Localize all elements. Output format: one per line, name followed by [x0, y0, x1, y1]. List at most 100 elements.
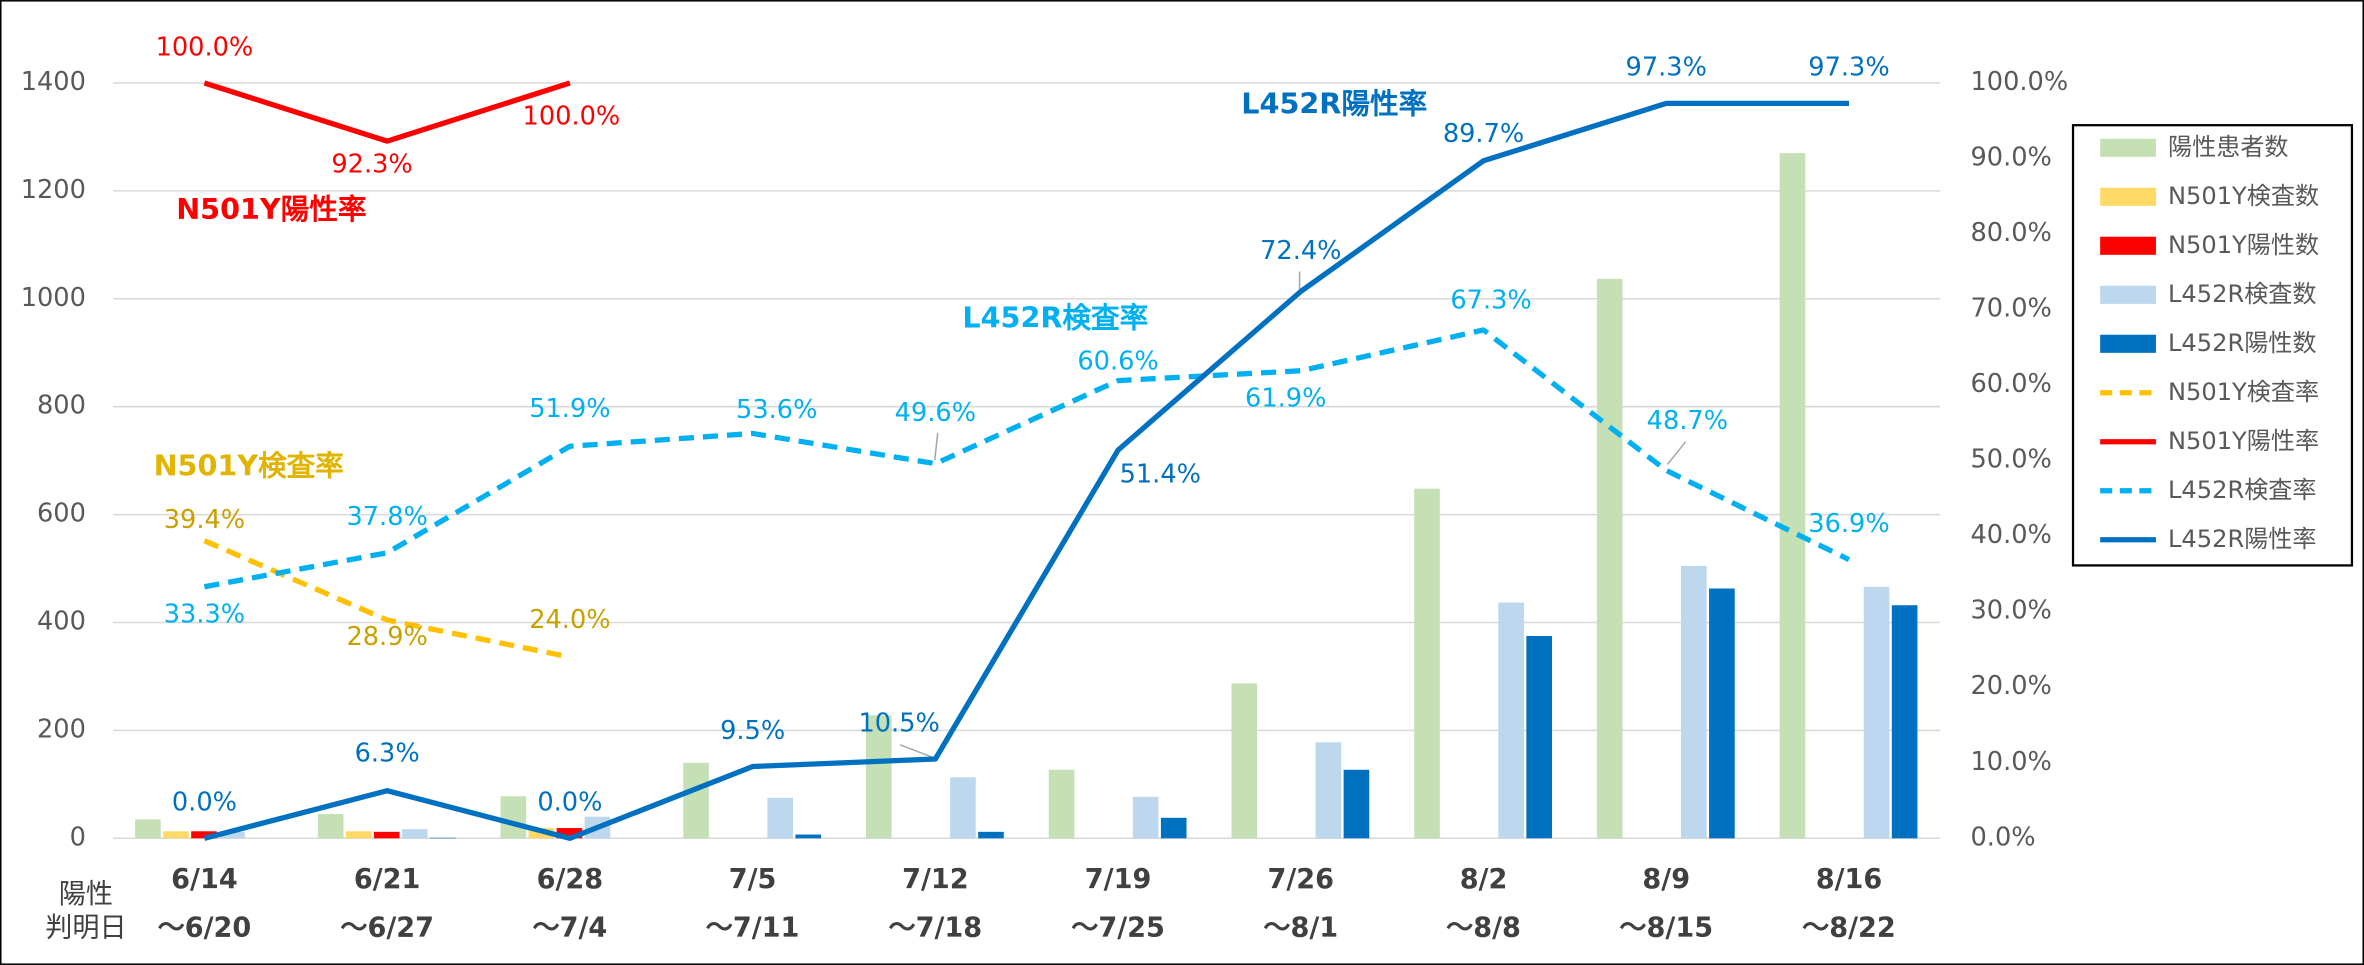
x-tick-sublabel: ～8/15	[1619, 912, 1713, 943]
bar	[1132, 796, 1159, 839]
data-label: 51.4%	[1120, 460, 1201, 490]
data-label: 37.8%	[346, 502, 427, 532]
data-label: 49.6%	[895, 398, 976, 428]
bar	[1160, 817, 1187, 839]
data-label: 24.0%	[529, 605, 610, 635]
x-tick-label: 7/26	[1268, 864, 1335, 895]
bar	[429, 837, 456, 839]
data-label: 33.3%	[164, 599, 245, 629]
legend-swatch	[2100, 187, 2156, 206]
x-tick-label: 8/9	[1642, 864, 1690, 895]
bar	[950, 777, 976, 839]
y-tick-label: 1000	[21, 283, 86, 313]
x-tick-label: 6/14	[171, 864, 238, 895]
x-tick-sublabel: ～8/22	[1802, 912, 1896, 943]
bar	[556, 828, 583, 839]
x-tick-sublabel: ～7/25	[1071, 912, 1165, 943]
x-tick-label: 6/28	[537, 864, 604, 895]
bar	[401, 829, 428, 839]
series-annotation: N501Y陽性率	[176, 192, 366, 226]
x-tick-sublabel: ～8/8	[1446, 912, 1521, 943]
bar	[767, 797, 794, 839]
legend-label: N501Y検査率	[2168, 378, 2319, 406]
bar	[1048, 769, 1075, 839]
x-tick-label: 8/16	[1816, 864, 1883, 895]
bar	[1343, 769, 1370, 839]
data-label: 53.6%	[736, 395, 817, 425]
legend-label: L452R検査率	[2168, 476, 2317, 504]
data-label: 0.0%	[172, 788, 237, 818]
data-label: 36.9%	[1808, 509, 1889, 539]
bar	[978, 831, 1004, 839]
y2-tick-label: 70.0%	[1971, 294, 2052, 324]
y2-tick-label: 60.0%	[1971, 369, 2052, 399]
data-label: 6.3%	[355, 739, 420, 769]
x-tick-sublabel: ～6/27	[340, 912, 434, 943]
x-tick-label: 8/2	[1460, 864, 1508, 895]
x-tick-label: 7/19	[1085, 864, 1152, 895]
data-label: 28.9%	[346, 622, 427, 652]
legend-label: L452R陽性数	[2168, 329, 2317, 357]
x-tick-sublabel: ～7/4	[533, 912, 608, 943]
data-label: 10.5%	[858, 708, 939, 738]
y2-tick-label: 10.0%	[1971, 747, 2052, 777]
x-tick-sublabel: ～8/1	[1263, 912, 1338, 943]
data-label: 48.7%	[1647, 406, 1728, 436]
data-label: 97.3%	[1808, 53, 1889, 83]
line	[203, 538, 571, 660]
bar	[345, 831, 372, 839]
data-label: 39.4%	[164, 505, 245, 535]
bar	[1231, 683, 1258, 839]
data-label: 92.3%	[331, 149, 412, 179]
data-label: 61.9%	[1245, 383, 1326, 413]
legend-label: N501Y検査数	[2168, 182, 2319, 210]
y-tick-label: 400	[37, 606, 86, 636]
bar	[500, 796, 527, 839]
data-label: 100.0%	[156, 32, 254, 62]
bar	[1891, 605, 1918, 839]
data-label: 60.6%	[1077, 346, 1158, 376]
data-label: 51.9%	[529, 394, 610, 424]
y2-tick-label: 40.0%	[1971, 520, 2052, 550]
x-axis-label: 判明日	[45, 912, 126, 943]
y-tick-label: 1200	[21, 175, 86, 205]
bar	[1863, 586, 1890, 839]
x-tick-sublabel: ～7/18	[889, 912, 983, 943]
data-label: 100.0%	[523, 102, 621, 132]
y-tick-label: 800	[37, 391, 86, 421]
bar	[1526, 635, 1552, 839]
series-annotation: L452R検査率	[962, 301, 1148, 335]
line	[203, 327, 1851, 590]
data-label: 0.0%	[537, 788, 602, 818]
y2-tick-label: 90.0%	[1971, 143, 2052, 173]
legend-label: 陽性患者数	[2168, 133, 2289, 161]
bar	[795, 834, 822, 839]
legend-label: N501Y陽性率	[2168, 427, 2319, 455]
data-label: 89.7%	[1443, 119, 1524, 149]
leader-line	[1666, 441, 1687, 465]
y2-tick-label: 0.0%	[1971, 822, 2036, 852]
y2-tick-label: 100.0%	[1971, 67, 2069, 97]
bar	[317, 814, 344, 839]
x-tick-sublabel: ～7/11	[706, 912, 800, 943]
y-tick-label: 600	[37, 499, 86, 529]
bar	[163, 831, 189, 839]
bar	[219, 831, 245, 839]
y-tick-label: 200	[37, 714, 86, 744]
bar	[373, 831, 400, 839]
data-label: 72.4%	[1260, 236, 1341, 266]
bar	[1414, 488, 1440, 839]
line	[203, 80, 571, 144]
y2-tick-label: 50.0%	[1971, 445, 2052, 475]
data-label: 9.5%	[720, 716, 785, 746]
legend-label: L452R陽性率	[2168, 525, 2317, 553]
bar	[1498, 602, 1524, 839]
bar	[865, 715, 892, 839]
y2-tick-label: 80.0%	[1971, 218, 2052, 248]
leader-line	[933, 432, 939, 460]
bar	[1779, 153, 1806, 839]
y-tick-label: 0	[70, 822, 86, 852]
x-tick-label: 7/12	[902, 864, 969, 895]
